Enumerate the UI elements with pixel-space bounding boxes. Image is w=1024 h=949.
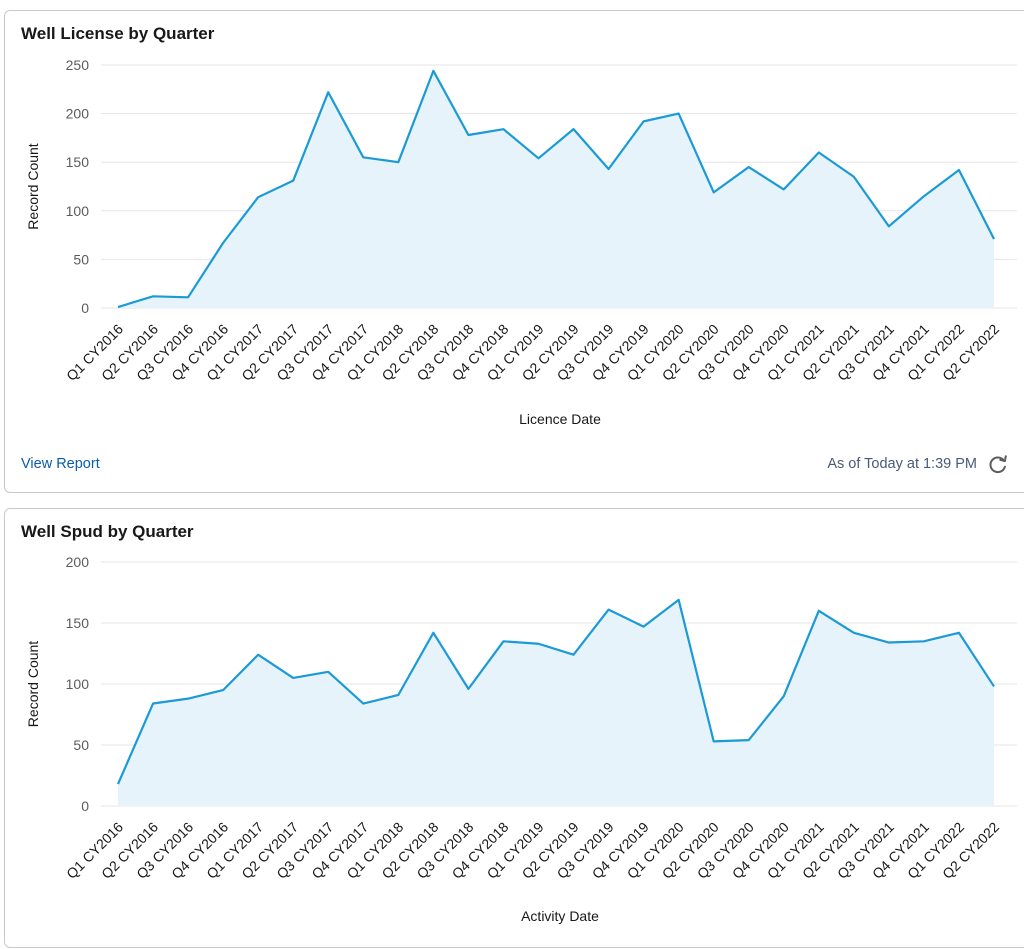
data-point [922,194,926,198]
data-point [361,702,365,706]
data-point [186,697,190,701]
area-fill [118,599,994,806]
data-point [256,195,260,199]
view-report-link[interactable]: View Report [21,456,100,472]
y-tick-label: 150 [66,154,90,170]
data-point [607,608,611,612]
chart-card-spud: Well Spud by Quarter 0 50 100 150 200 Q1 CY20… [4,508,1024,948]
data-point [747,738,751,742]
data-point [817,150,821,154]
data-point [291,179,295,183]
y-tick-label: 50 [73,737,89,753]
data-point [431,69,435,73]
data-point [326,90,330,94]
y-tick-label: 150 [66,615,90,631]
data-point [431,631,435,635]
data-point [221,688,225,692]
data-point [922,639,926,643]
data-point [501,639,505,643]
y-tick-label: 0 [81,300,89,316]
data-point [396,693,400,697]
data-point [607,167,611,171]
x-axis-title: Licence Date [519,411,601,427]
data-point [536,642,540,646]
y-tick-label: 250 [66,57,90,73]
data-point [221,241,225,245]
x-axis-title: Activity Date [521,908,599,924]
data-point [361,155,365,159]
data-point [466,687,470,691]
data-point [677,598,681,602]
data-point [817,609,821,613]
data-point [466,133,470,137]
y-tick-label: 0 [81,798,89,814]
data-point [572,653,576,657]
series-line [116,598,995,785]
data-point [642,625,646,629]
data-point [536,156,540,160]
refresh-icon[interactable] [987,453,1009,475]
data-point [326,670,330,674]
data-point [712,739,716,743]
data-point [957,168,961,172]
data-point [782,187,786,191]
chart-title: Well License by Quarter [21,24,215,43]
data-point [186,295,190,299]
data-point [642,119,646,123]
data-point [852,175,856,179]
y-tick-label: 100 [66,203,90,219]
data-point [887,224,891,228]
data-point [116,305,120,309]
data-point [291,676,295,680]
y-tick-label: 50 [73,251,89,267]
data-point [712,190,716,194]
y-tick-label: 100 [66,676,90,692]
data-point [572,127,576,131]
chart-title: Well Spud by Quarter [21,522,194,541]
data-point [887,641,891,645]
data-point [151,702,155,706]
data-point [957,631,961,635]
data-point [852,631,856,635]
data-point [677,112,681,116]
data-point [782,694,786,698]
data-point [116,782,120,786]
data-point [747,165,751,169]
area-fill [118,70,994,308]
data-point [396,160,400,164]
y-tick-label: 200 [66,106,90,122]
refresh-timestamp: As of Today at 1:39 PM [827,456,977,472]
series-line [117,69,995,309]
data-point [256,653,260,657]
data-point [992,237,996,241]
y-axis-title: Record Count [25,641,41,727]
data-point [992,684,996,688]
chart-card-license: Well License by Quarter 0 50 100 150 200 250 Q… [4,10,1024,493]
data-point [151,294,155,298]
y-tick-label: 200 [66,554,90,570]
y-axis-title: Record Count [25,143,41,229]
data-point [501,127,505,131]
